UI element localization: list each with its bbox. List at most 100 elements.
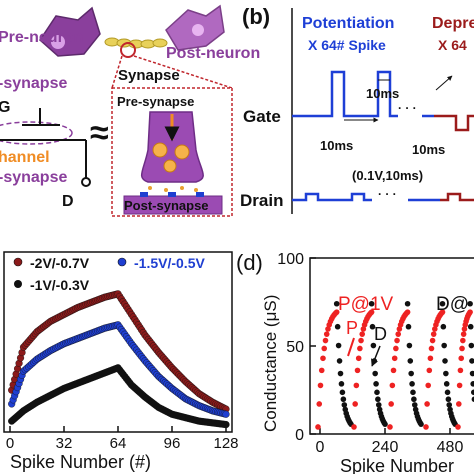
gate-depression-pulses: [434, 114, 474, 132]
channel-label: hannel: [0, 149, 50, 166]
plot-d-point-d: [445, 396, 452, 403]
plot-d-point-d: [411, 402, 418, 408]
plot-d-point-d: [370, 342, 377, 349]
axon-myelin: [104, 37, 168, 49]
plot-d-point-p: [353, 382, 360, 389]
plot-d-point-p: [359, 331, 366, 337]
panel-b: (b) Potentiation X 64# Spike Depre X 64 …: [240, 4, 474, 214]
plot-d-point-d: [341, 402, 348, 408]
plot-d-ylabel: Conductance (μS): [261, 295, 280, 432]
plot-d-point-d: [373, 381, 379, 387]
plot-c-x-tick-label: 96: [164, 435, 181, 452]
plot-d-point-d: [405, 323, 412, 330]
plot-d-point-p: [391, 355, 398, 362]
drain-pulse-label: (0.1V,10ms): [352, 168, 423, 183]
plot-d-point-p: [388, 401, 394, 407]
channel-synapse-label: -synapse: [0, 169, 67, 186]
annotation-d: D: [374, 324, 387, 344]
plot-c-x-tick-label: 64: [110, 435, 127, 452]
plot-d-point-d: [336, 358, 343, 364]
plot-d-point-d: [469, 358, 474, 364]
post-neuron-label: Post-neuron: [166, 45, 260, 62]
plot-d-x-ticks: 0 240 480: [316, 428, 464, 456]
plot-d-point-p: [316, 401, 323, 407]
plot-d-point-p: [394, 337, 400, 344]
neuron-illustration: [39, 4, 225, 58]
plot-d-point-d: [337, 370, 344, 377]
depression-title: Depre: [432, 15, 474, 32]
plot-d-x-tick-label: 0: [316, 439, 325, 456]
drain-terminal: [81, 177, 91, 187]
plot-d-point-p: [322, 337, 329, 344]
plot-d-point-d: [369, 323, 376, 330]
plot-d-point-d: [375, 396, 381, 403]
plot-d-point-p: [459, 345, 465, 352]
plot-d-x-tick-label: 480: [437, 439, 464, 456]
receptor: [140, 192, 148, 197]
plot-d-point-p: [321, 345, 328, 352]
drain-terminal-label: D: [62, 193, 74, 210]
plot-c-series-1: [8, 290, 230, 413]
plot-d-point-d: [410, 389, 416, 396]
plot-c-xlabel: Spike Number (#): [10, 452, 151, 472]
plot-d-point-d: [439, 300, 446, 307]
plot-d-point-p: [404, 309, 411, 315]
plot-d-point-p: [423, 424, 429, 430]
plot-d-cycle-potentiation: [387, 309, 411, 430]
plot-d-cycle-potentiation: [315, 309, 340, 430]
plot-d-point-d: [340, 396, 347, 403]
plot-d-point-p: [395, 331, 402, 337]
plot-c-series: [8, 290, 230, 429]
drain-depression-pulses: [440, 192, 474, 202]
plot-c-x-tick-label: 0: [6, 435, 14, 452]
drain-dots: · · ·: [378, 187, 397, 201]
plot-d-point-p: [426, 367, 433, 374]
potentiation-title: Potentiation: [302, 15, 394, 32]
plot-d-point-p: [457, 367, 464, 374]
plot-d-point-p: [429, 337, 436, 344]
plot-d-point-p: [387, 424, 393, 430]
plot-d-point-d: [442, 358, 448, 364]
plot-d-point-p: [354, 367, 361, 374]
plot-d-point-p: [351, 424, 357, 430]
plot-d-point-d: [468, 342, 474, 349]
plot-d-y-tick-label: 50: [286, 339, 304, 356]
plot-d-point-d: [408, 370, 414, 377]
potentiation-count: X 64# Spike: [308, 37, 386, 53]
plot-d-point-p: [318, 367, 325, 374]
pre-neuron-label: Pre-neuron: [0, 29, 83, 46]
legend-marker-series-1: [13, 257, 23, 267]
plot-d-point-p: [460, 331, 467, 337]
plot-d-cycle-depression: [368, 300, 388, 427]
plot-d-point-d: [446, 402, 453, 408]
legend-label-series-1: -2V/-0.7V: [30, 255, 90, 271]
plot-d-point-p: [315, 424, 321, 430]
plot-d-y-tick-label: 100: [277, 251, 304, 268]
depression-interval-arrow: [435, 75, 453, 91]
annotation-p-pointer: [347, 337, 355, 357]
synapse-highlight-circle: [120, 42, 136, 58]
panel-d: (d) 0 50 100 0 240 480 Conductance (μS) Spik…: [236, 250, 474, 474]
plot-d-point-d: [467, 300, 473, 307]
panel-a: Pre-neuron Post-neuron -synapse Synapse …: [0, 4, 260, 217]
plot-d-point-d: [333, 300, 340, 307]
plot-d-point-p: [455, 424, 461, 430]
post-synaptic-terminal: [123, 195, 223, 215]
plot-d-point-d: [372, 370, 378, 377]
plot-d-cycle-depression: [404, 300, 424, 427]
plot-d-point-d: [470, 381, 474, 387]
panel-b-label: (b): [242, 4, 270, 29]
annotation-d-at: D@: [436, 294, 469, 315]
synapse-label: Synapse: [118, 67, 180, 84]
annotation-d-pointer: [371, 345, 381, 367]
plot-d-cycle-potentiation: [351, 309, 375, 430]
plot-d-point-p: [427, 355, 434, 362]
plot-d-point-d: [368, 300, 375, 307]
plot-d-point-d: [469, 370, 474, 377]
plot-d-point-d: [443, 381, 450, 387]
plot-d-point-d: [404, 300, 411, 307]
vesicle: [152, 142, 168, 158]
plot-d-cycle-depression: [467, 300, 474, 402]
plot-d-point-d: [443, 370, 449, 377]
